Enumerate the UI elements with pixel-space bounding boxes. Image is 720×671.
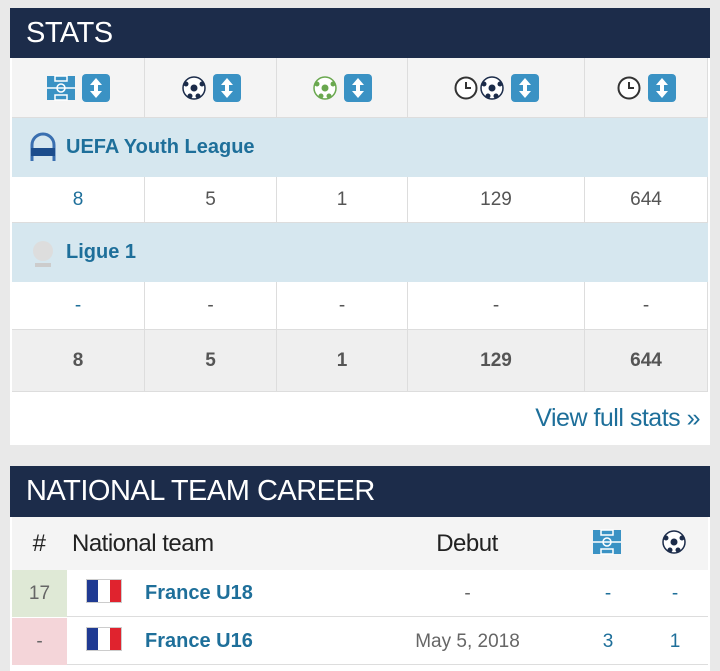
stat-value: 129 bbox=[408, 177, 585, 223]
sort-button[interactable] bbox=[648, 73, 676, 102]
debut: - bbox=[464, 583, 471, 604]
stat-total: 644 bbox=[585, 330, 708, 392]
view-full-stats-link[interactable]: View full stats » bbox=[535, 404, 700, 432]
stat-total: 8 bbox=[12, 330, 145, 392]
stat-value: - bbox=[145, 282, 277, 330]
national-header: # bbox=[32, 530, 46, 557]
stats-header-cell bbox=[12, 58, 145, 118]
stat-value: 644 bbox=[585, 177, 708, 223]
stat-total: 129 bbox=[408, 330, 585, 392]
flag bbox=[87, 628, 121, 650]
apps-icon bbox=[592, 529, 624, 559]
stats-header-cell bbox=[408, 58, 585, 118]
stat-value: - bbox=[277, 282, 408, 330]
stats-header-cell bbox=[145, 58, 277, 118]
competition-row: UEFA Youth League bbox=[12, 118, 708, 177]
competition-name[interactable]: Ligue 1 bbox=[66, 241, 137, 263]
competition-logo bbox=[30, 132, 56, 161]
competition-name[interactable]: UEFA Youth League bbox=[66, 136, 255, 158]
national-row bbox=[12, 570, 708, 617]
stat-value: - bbox=[585, 282, 708, 330]
stat-value: - bbox=[408, 282, 585, 330]
stat-value: 8 bbox=[12, 177, 145, 223]
stat-total: 5 bbox=[145, 330, 277, 392]
goals: 1 bbox=[669, 631, 681, 652]
stat-value: - bbox=[12, 282, 145, 330]
team-name[interactable]: France U18 bbox=[145, 582, 253, 604]
stat-icon bbox=[46, 74, 76, 101]
debut: May 5, 2018 bbox=[415, 631, 520, 652]
national-row bbox=[12, 618, 708, 665]
stat-value: 1 bbox=[277, 177, 408, 223]
goals-icon bbox=[661, 529, 689, 559]
stats-header-cell bbox=[277, 58, 408, 118]
stat-icon bbox=[181, 75, 207, 101]
row-number: - bbox=[12, 618, 67, 665]
stat-icon bbox=[453, 75, 505, 101]
competition-logo bbox=[33, 240, 53, 267]
goals: - bbox=[671, 583, 679, 604]
team-name[interactable]: France U16 bbox=[145, 630, 253, 652]
national-header-row bbox=[12, 517, 708, 570]
flag bbox=[87, 580, 121, 602]
stat-value: 5 bbox=[145, 177, 277, 223]
sort-button[interactable] bbox=[344, 73, 372, 102]
competition-row: Ligue 1 bbox=[12, 223, 708, 282]
stats-title: STATS bbox=[10, 8, 710, 58]
stat-icon bbox=[616, 75, 642, 101]
sort-button[interactable] bbox=[511, 73, 539, 102]
national-header: National team bbox=[72, 530, 214, 557]
apps: 3 bbox=[602, 631, 614, 652]
national-title: NATIONAL TEAM CAREER bbox=[10, 466, 710, 517]
stat-total: 1 bbox=[277, 330, 408, 392]
row-number: 17 bbox=[12, 570, 67, 617]
national-header: Debut bbox=[436, 530, 498, 557]
sort-button[interactable] bbox=[82, 73, 110, 102]
sort-button[interactable] bbox=[212, 73, 241, 102]
stat-icon bbox=[312, 75, 338, 101]
stats-header-cell bbox=[585, 58, 708, 118]
apps: - bbox=[604, 583, 612, 604]
